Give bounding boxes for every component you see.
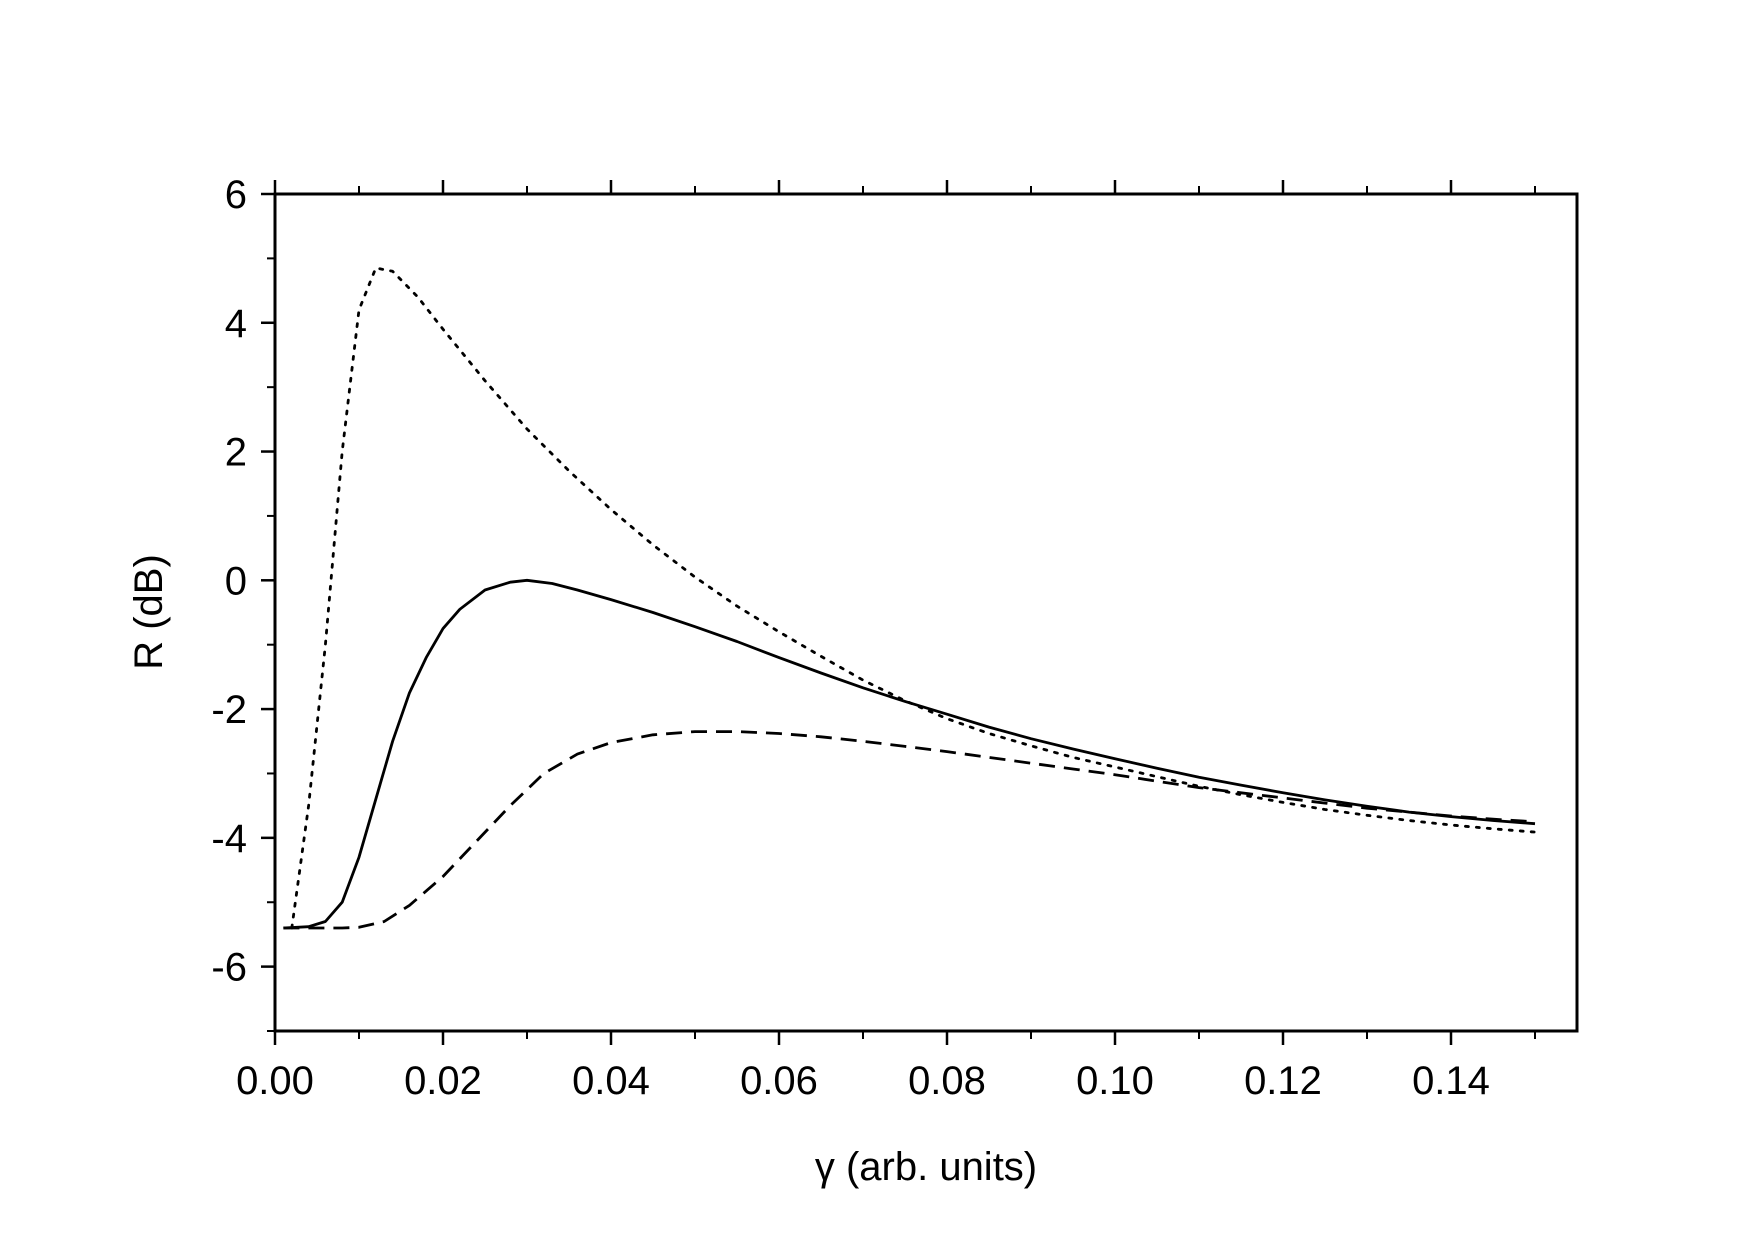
series-line-dashed	[283, 730, 1536, 930]
series-line-solid	[283, 578, 1536, 930]
y-tick-label: -6	[211, 946, 247, 990]
y-axis-title: R (dB)	[127, 554, 171, 670]
x-tick-label: 0.08	[908, 1059, 986, 1103]
series-line-dotted	[290, 266, 1537, 930]
x-tick-label: 0.06	[740, 1059, 818, 1103]
x-tick-label: 0.14	[1412, 1059, 1490, 1103]
y-tick-label: 6	[225, 173, 247, 217]
series-layer	[283, 266, 1537, 930]
x-axis-title: γ (arb. units)	[815, 1145, 1037, 1189]
y-tick-label: 2	[225, 431, 247, 475]
y-tick-label: 4	[225, 302, 247, 346]
ticks-layer	[261, 180, 1536, 1045]
x-tick-label: 0.02	[404, 1059, 482, 1103]
tick-labels-layer: 0.00 0.02 0.04 0.06 0.08 0.10 0.12 0.14 -6 -4 -2 0 2…	[211, 173, 1490, 1103]
y-tick-label: -2	[211, 688, 247, 732]
x-tick-label: 0.00	[236, 1059, 314, 1103]
plot-frame	[273, 192, 1579, 1033]
y-tick-label: 0	[225, 559, 247, 603]
x-tick-label: 0.12	[1244, 1059, 1322, 1103]
y-tick-label: -4	[211, 817, 247, 861]
x-tick-label: 0.04	[572, 1059, 650, 1103]
x-tick-label: 0.10	[1076, 1059, 1154, 1103]
